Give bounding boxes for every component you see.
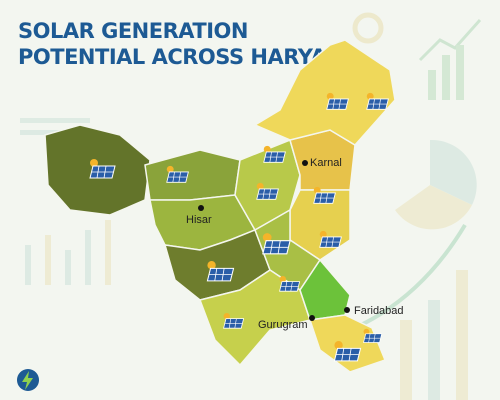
city-dot (302, 160, 308, 166)
city-label: Gurugram (258, 319, 308, 331)
district (299, 258, 351, 321)
city-label: Faridabad (354, 305, 404, 317)
logo (17, 369, 39, 391)
city-label: Hisar (186, 214, 212, 226)
district (253, 39, 396, 146)
city-dot (344, 307, 350, 313)
decor-charts (20, 12, 482, 400)
city-label: Karnal (310, 157, 342, 169)
cities: Karnal Hisar Gurugram Faridabad (186, 157, 404, 331)
city-dot (198, 205, 204, 211)
title-line: POTENTIAL ACROSS HARYANA (18, 45, 360, 69)
city-dot (309, 315, 315, 321)
title-line: SOLAR GENERATION (18, 19, 248, 43)
